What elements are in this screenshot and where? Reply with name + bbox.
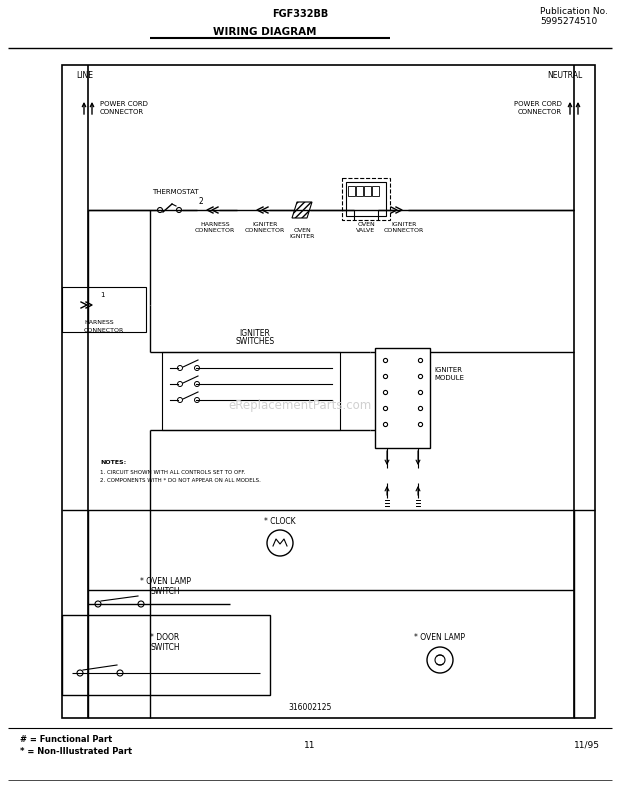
- Text: OVEN: OVEN: [293, 227, 311, 233]
- Text: IGNITER: IGNITER: [434, 367, 462, 373]
- Text: SWITCH: SWITCH: [150, 642, 180, 652]
- Text: WIRING DIAGRAM: WIRING DIAGRAM: [213, 27, 317, 37]
- Text: Publication No.: Publication No.: [540, 7, 608, 17]
- Text: 1. CIRCUIT SHOWN WITH ALL CONTROLS SET TO OFF.: 1. CIRCUIT SHOWN WITH ALL CONTROLS SET T…: [100, 470, 246, 474]
- Text: CONNECTOR: CONNECTOR: [384, 229, 424, 234]
- Text: CONNECTOR: CONNECTOR: [245, 229, 285, 234]
- Text: HARNESS: HARNESS: [84, 321, 113, 326]
- Bar: [62, 287, 146, 332]
- Text: OVEN: OVEN: [357, 222, 375, 227]
- Text: POWER CORD
CONNECTOR: POWER CORD CONNECTOR: [514, 101, 562, 115]
- Text: THERMOSTAT: THERMOSTAT: [152, 189, 198, 195]
- Bar: [364, 186, 371, 196]
- Bar: [372, 186, 379, 196]
- Text: * DOOR: * DOOR: [151, 633, 180, 642]
- Bar: [342, 178, 390, 220]
- Text: 11: 11: [304, 741, 316, 749]
- Bar: [346, 182, 386, 216]
- Text: IGNITER: IGNITER: [290, 234, 315, 239]
- Text: CONNECTOR: CONNECTOR: [195, 229, 235, 234]
- Text: IGNITER: IGNITER: [239, 329, 270, 337]
- Text: SWITCH: SWITCH: [150, 587, 180, 596]
- Text: 11/95: 11/95: [574, 741, 600, 749]
- Text: IGNITER: IGNITER: [391, 222, 417, 227]
- Text: 2. COMPONENTS WITH * DO NOT APPEAR ON ALL MODELS.: 2. COMPONENTS WITH * DO NOT APPEAR ON AL…: [100, 478, 261, 482]
- Text: SWITCHES: SWITCHES: [236, 337, 275, 347]
- Text: MODULE: MODULE: [434, 375, 464, 381]
- Bar: [356, 186, 363, 196]
- Text: 2: 2: [198, 197, 203, 207]
- Text: * = Non-Illustrated Part: * = Non-Illustrated Part: [20, 748, 132, 756]
- Text: * OVEN LAMP: * OVEN LAMP: [140, 577, 190, 587]
- Text: VALVE: VALVE: [356, 229, 376, 234]
- Text: FGF332BB: FGF332BB: [272, 9, 328, 19]
- Text: * OVEN LAMP: * OVEN LAMP: [415, 634, 466, 642]
- Text: NEUTRAL: NEUTRAL: [547, 70, 582, 79]
- Text: 316002125: 316002125: [288, 703, 332, 713]
- Bar: [62, 65, 595, 718]
- Text: 1: 1: [100, 292, 104, 298]
- Text: CONNECTOR: CONNECTOR: [84, 328, 124, 333]
- Text: LINE: LINE: [76, 70, 93, 79]
- Text: # = Functional Part: # = Functional Part: [20, 736, 112, 744]
- Text: * CLOCK: * CLOCK: [264, 517, 296, 527]
- Bar: [162, 352, 340, 430]
- Text: 5995274510: 5995274510: [540, 17, 597, 26]
- Text: NOTES:: NOTES:: [100, 459, 126, 464]
- Text: HARNESS: HARNESS: [200, 222, 230, 227]
- Text: eReplacementParts.com: eReplacementParts.com: [228, 398, 371, 412]
- Text: IGNITER: IGNITER: [252, 222, 278, 227]
- Bar: [375, 348, 430, 448]
- Bar: [348, 186, 355, 196]
- Bar: [62, 615, 270, 695]
- Text: POWER CORD
CONNECTOR: POWER CORD CONNECTOR: [100, 101, 148, 115]
